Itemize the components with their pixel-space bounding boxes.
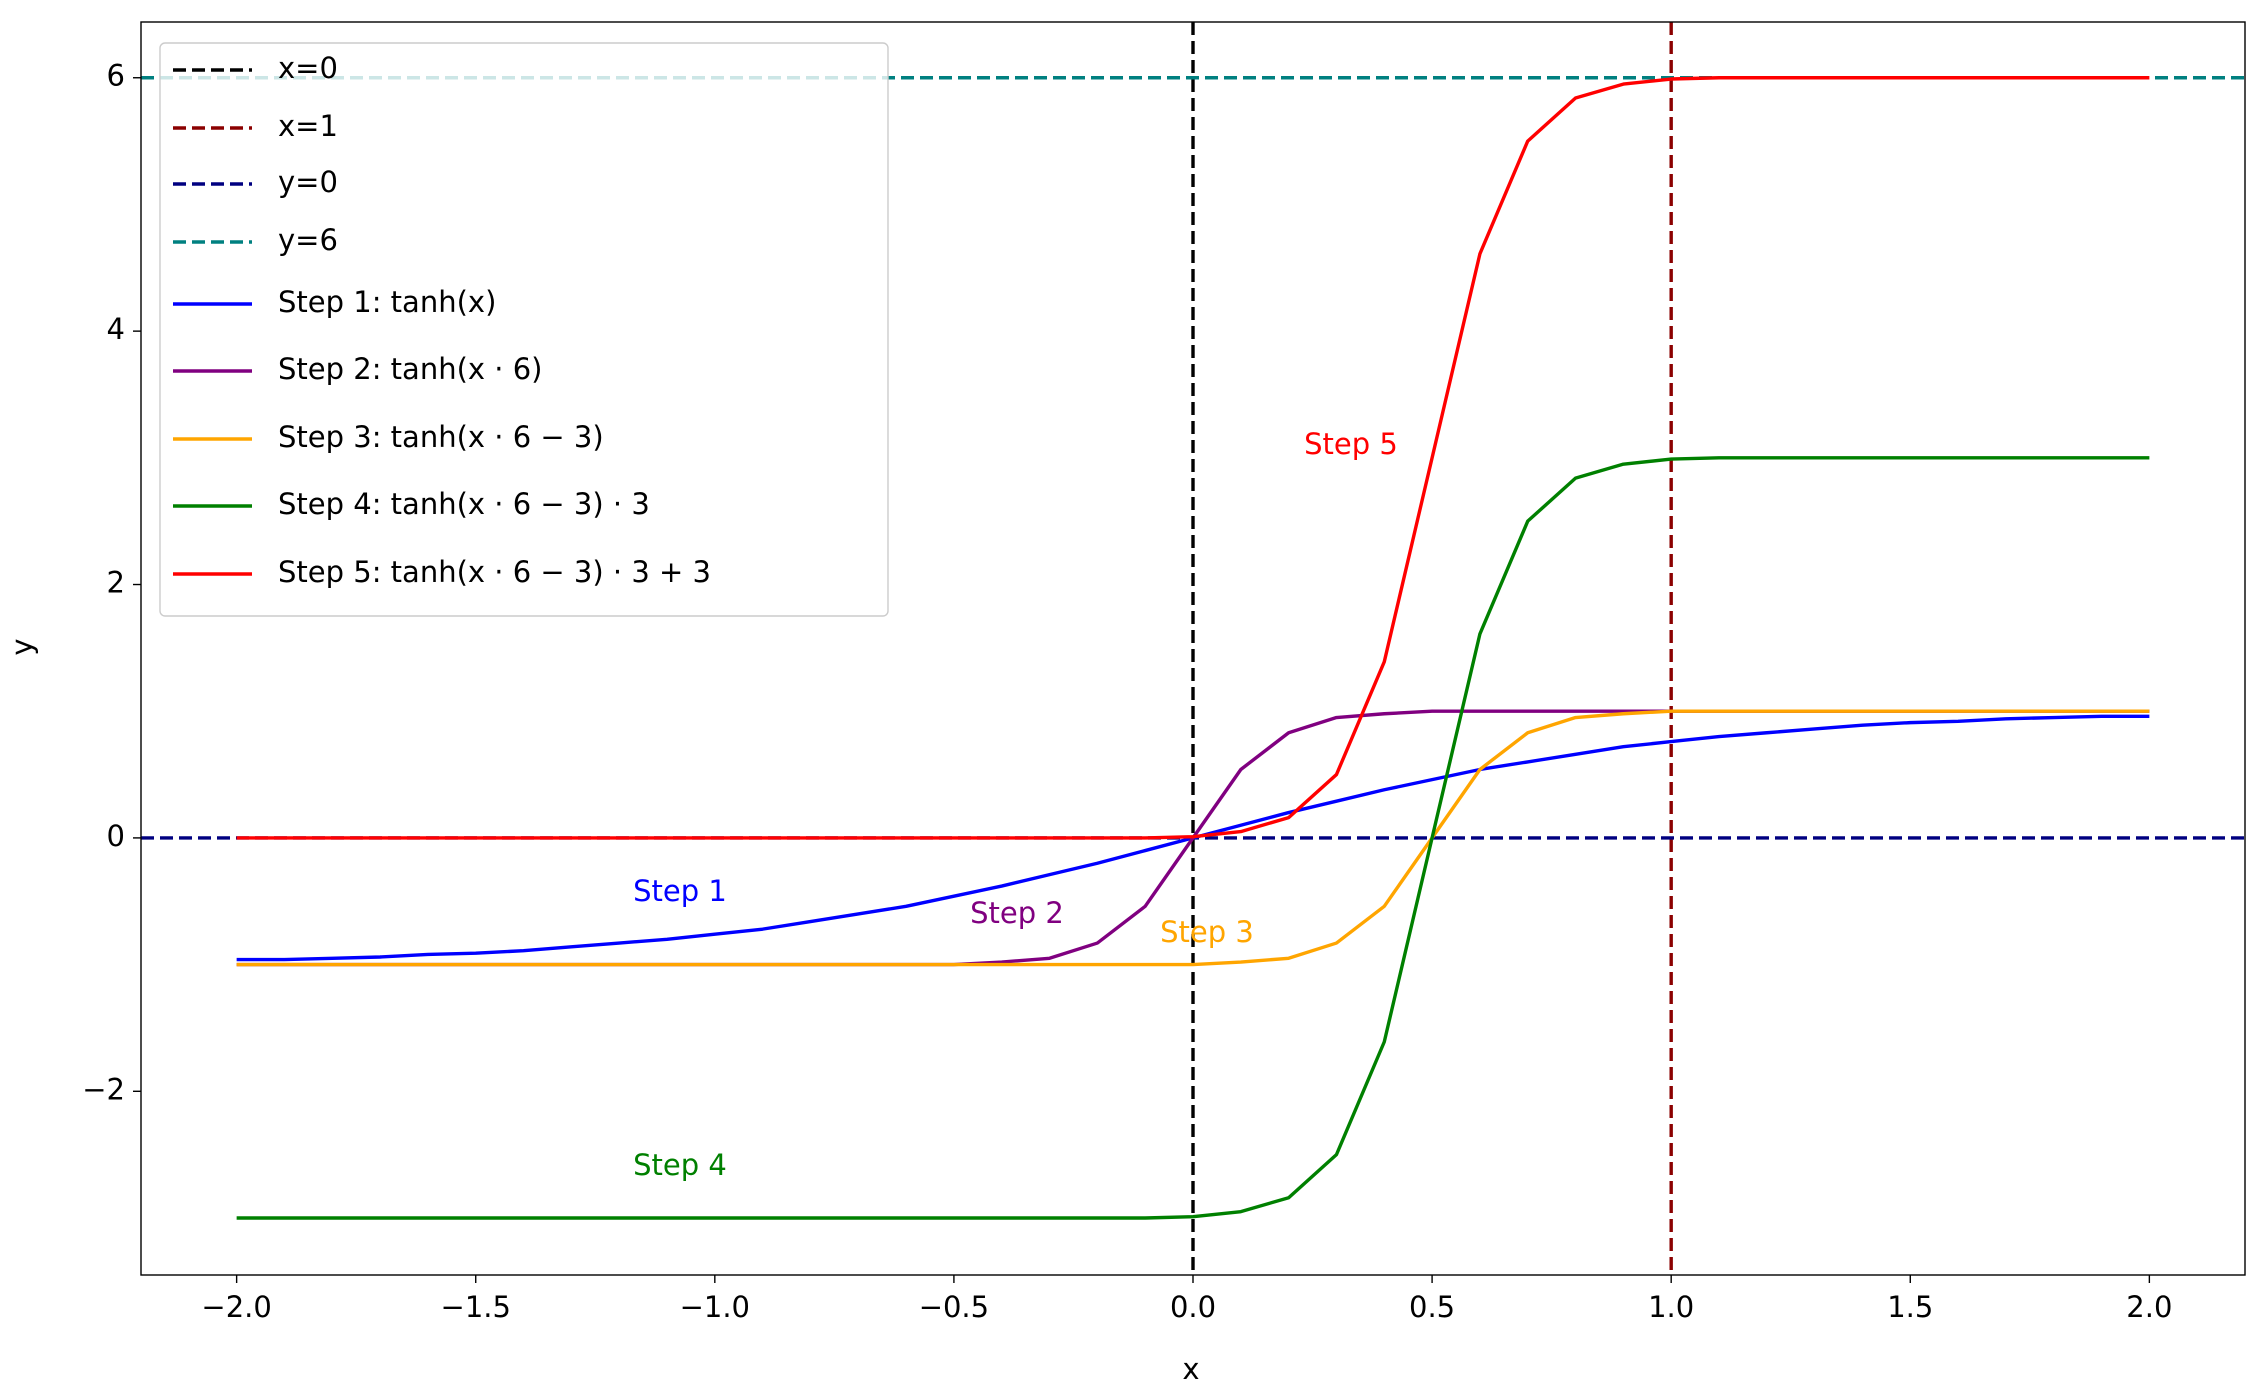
legend-label: x=0 <box>278 51 338 85</box>
legend-label: y=6 <box>278 223 338 257</box>
annotation: Step 4 <box>633 1148 727 1182</box>
legend-label: Step 4: tanh(x · 6 − 3) · 3 <box>278 487 650 521</box>
annotation: Step 3 <box>1160 915 1254 949</box>
axes-frame <box>140 21 2246 1276</box>
annotation: Step 1 <box>633 874 727 908</box>
x-axis-label: x <box>1182 1352 1199 1386</box>
x-tick-label: 0.0 <box>1170 1290 1216 1324</box>
legend-label: y=0 <box>278 165 338 199</box>
x-tick-label: 2.0 <box>2126 1290 2172 1324</box>
x-tick-label: −0.5 <box>919 1290 989 1324</box>
y-tick-label: 6 <box>107 59 125 93</box>
y-axis-label: y <box>5 638 39 655</box>
annotation: Step 2 <box>970 896 1064 930</box>
x-tick-label: −2.0 <box>201 1290 271 1324</box>
y-tick-label: 4 <box>107 312 125 346</box>
y-tick-label: −2 <box>82 1072 125 1106</box>
x-tick-label: 0.5 <box>1409 1290 1455 1324</box>
legend-box <box>159 42 889 617</box>
legend-label: Step 3: tanh(x · 6 − 3) <box>278 420 604 454</box>
legend-label: Step 5: tanh(x · 6 − 3) · 3 + 3 <box>278 555 711 589</box>
x-tick-label: 1.5 <box>1887 1290 1933 1324</box>
legend: x=0 x=1 y=0 y=6 Step 1: tanh(x) Step 2: tanh(… <box>159 42 889 617</box>
legend-label: Step 1: tanh(x) <box>278 285 496 319</box>
series-line <box>236 76 2150 840</box>
series-line <box>236 709 2150 967</box>
x-tick-label: 1.0 <box>1648 1290 1694 1324</box>
annotation: Step 5 <box>1304 427 1398 461</box>
x-tick-label: −1.0 <box>680 1290 750 1324</box>
series-line <box>236 456 2150 1220</box>
plot-area <box>141 22 2245 1275</box>
y-tick-label: 0 <box>107 819 125 853</box>
x-tick-label: −1.5 <box>441 1290 511 1324</box>
legend-label: x=1 <box>278 109 338 143</box>
y-tick-label: 2 <box>107 566 125 600</box>
legend-label: Step 2: tanh(x · 6) <box>278 352 542 386</box>
